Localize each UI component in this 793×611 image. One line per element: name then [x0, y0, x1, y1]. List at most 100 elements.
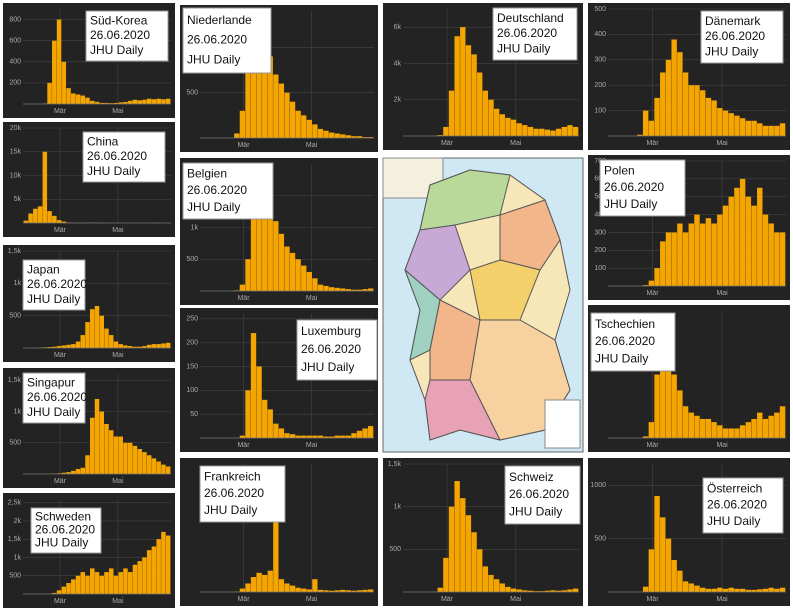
label-date: 26.06.2020 [187, 183, 247, 197]
bar [301, 588, 307, 592]
bar [351, 289, 357, 291]
y-tick-label: 500 [186, 89, 198, 96]
bar [768, 125, 774, 136]
bar [671, 560, 677, 592]
bar [306, 435, 312, 438]
bar [71, 470, 76, 474]
bar [351, 590, 357, 592]
bar [556, 590, 562, 592]
label-title: Dänemark [705, 14, 761, 28]
bar [699, 587, 706, 592]
bar [705, 97, 712, 136]
bar [239, 284, 246, 291]
bar [779, 232, 786, 286]
bar [757, 589, 763, 592]
bar [61, 586, 67, 594]
bar [256, 38, 262, 138]
bar [665, 538, 672, 592]
bar [75, 341, 81, 348]
y-tick-label: 250 [186, 316, 198, 323]
bar [572, 588, 579, 592]
bar [127, 442, 133, 474]
bar [295, 110, 301, 138]
chart-panel: 500 1000 Mär Mai Österreich 26.06.2020 JHU Dai… [588, 458, 790, 606]
y-tick-label: 600 [9, 38, 21, 45]
label-source: JHU Daily [707, 514, 760, 528]
bar [90, 100, 95, 104]
bar [165, 98, 171, 104]
x-tick-label: Mai [112, 478, 124, 485]
bar [56, 346, 62, 348]
bar [768, 415, 774, 438]
bar [132, 99, 138, 104]
bar [52, 592, 57, 594]
bar [301, 265, 307, 291]
label-box [82, 131, 166, 183]
bar [142, 99, 147, 104]
bar [465, 515, 472, 592]
label-title: Schweden [35, 510, 91, 524]
bar [694, 85, 700, 136]
y-tick-label: 500 [594, 6, 606, 13]
label-box [702, 477, 784, 534]
bar [123, 568, 128, 594]
bar [356, 289, 363, 291]
bar [108, 568, 114, 594]
label-box [700, 10, 784, 64]
bar [75, 575, 81, 594]
bar [156, 98, 161, 104]
bar [142, 452, 147, 474]
label-source: JHU Daily [187, 200, 240, 214]
chart-panel: Mär Mai Tschechien 26.06.2020 JHU Daily [588, 305, 790, 452]
bar [289, 101, 296, 138]
bar [113, 102, 119, 104]
bar [734, 428, 740, 438]
bar [368, 288, 374, 291]
bar [323, 590, 329, 592]
bar [699, 418, 706, 438]
bar [323, 285, 329, 291]
bar [137, 449, 142, 474]
bar [362, 289, 368, 291]
bar [306, 119, 312, 138]
bar [345, 435, 351, 438]
x-tick-label: Mär [54, 227, 67, 234]
bar [256, 366, 262, 438]
label-title: Luxemburg [301, 324, 361, 338]
y-tick-label: 1k [14, 280, 22, 287]
bar [705, 418, 712, 438]
bar [113, 341, 119, 348]
bar [368, 137, 374, 138]
bar [306, 589, 312, 592]
bar [267, 409, 273, 438]
label-box [182, 7, 272, 74]
label-date: 26.06.2020 [27, 390, 87, 404]
x-tick-label: Mär [54, 352, 67, 359]
bar [317, 589, 324, 592]
label-source: JHU Daily [301, 360, 354, 374]
x-tick-label: Mai [716, 290, 728, 297]
bar [527, 590, 534, 592]
label-box [296, 319, 378, 381]
label-source: JHU Daily [509, 505, 562, 519]
bar [460, 27, 466, 137]
x-tick-label: Mai [112, 598, 124, 605]
y-tick-label: 150 [186, 363, 198, 370]
bar [108, 335, 114, 348]
bar [688, 223, 695, 286]
bar [351, 433, 357, 438]
bar [368, 589, 374, 592]
y-tick-label: 500 [9, 313, 21, 320]
bar [301, 435, 307, 438]
bar [722, 110, 729, 136]
bar [146, 550, 152, 594]
bar [146, 98, 152, 104]
bar [356, 136, 363, 138]
bar [757, 412, 763, 438]
bar [717, 214, 723, 286]
bar [642, 110, 649, 136]
bar [550, 130, 556, 136]
bar [301, 115, 307, 138]
